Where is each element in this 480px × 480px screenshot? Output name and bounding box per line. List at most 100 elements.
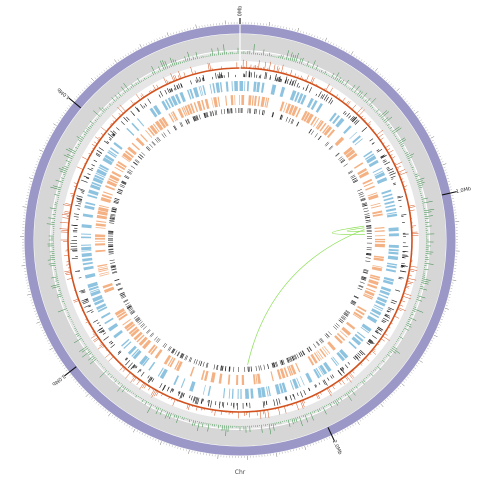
- gc-skew-bar: [376, 365, 382, 370]
- inner-feature-mark: [179, 352, 183, 358]
- gene-block-plus: [179, 91, 186, 103]
- gene-block-plus: [386, 264, 397, 269]
- gene-block-minus: [95, 227, 106, 229]
- gene-block-plus: [319, 364, 328, 375]
- gc-content-bar: [73, 182, 78, 185]
- gc-content-bar: [278, 407, 281, 415]
- scale-tick: [159, 441, 162, 446]
- gene-block-plus: [228, 388, 231, 399]
- inner-feature-mark: [124, 176, 129, 179]
- gc-content-bar: [73, 185, 77, 188]
- feature-mark: [98, 329, 105, 334]
- gc-skew-bar: [98, 107, 105, 113]
- gene-block-plus: [386, 211, 397, 215]
- feature-mark: [79, 200, 82, 202]
- gc-skew-bar: [135, 82, 138, 86]
- gc-content-bar: [402, 295, 412, 300]
- gene-block-plus: [361, 323, 372, 332]
- gene-block-minus: [313, 118, 320, 127]
- gene-block-minus: [200, 369, 206, 381]
- gc-skew-bar: [424, 215, 433, 217]
- gc-content-bar: [390, 322, 393, 325]
- inner-feature-mark: [185, 119, 189, 125]
- gc-content-bar: [107, 128, 109, 130]
- scale-tick: [74, 98, 76, 100]
- gene-block-plus: [348, 341, 357, 350]
- gene-block-plus: [300, 94, 307, 105]
- gene-block-plus: [388, 251, 399, 255]
- scale-tick: [350, 51, 354, 55]
- minus-strand-gene-track: [95, 95, 385, 385]
- scale-tick: [110, 64, 112, 67]
- gene-block-minus: [225, 95, 228, 106]
- gc-skew-bar: [110, 375, 113, 379]
- gc-content-bar: [88, 154, 91, 157]
- gc-skew-bar: [334, 399, 339, 406]
- gene-block-minus: [152, 123, 160, 133]
- scale-tick: [116, 418, 118, 420]
- gc-skew-bar: [143, 77, 146, 81]
- gc-content-bar: [172, 75, 176, 81]
- feature-mark: [330, 375, 333, 379]
- scale-tick: [348, 51, 350, 54]
- feature-mark: [176, 84, 179, 90]
- feature-mark: [178, 83, 181, 89]
- scale-tick: [33, 169, 36, 171]
- feature-mark: [190, 80, 192, 85]
- gc-skew-bar: [364, 99, 367, 102]
- gc-content-bar: [394, 315, 400, 319]
- gc-content-bar: [174, 75, 177, 81]
- scale-tick: [307, 445, 309, 448]
- gene-block-plus: [81, 250, 92, 252]
- feature-mark: [87, 173, 91, 176]
- gc-skew-bar: [92, 353, 94, 355]
- gc-content-track: [59, 59, 419, 420]
- feature-mark: [170, 88, 173, 92]
- gc-content-bar: [63, 212, 71, 215]
- gene-block-plus: [164, 99, 172, 109]
- gc-skew-bar: [374, 368, 377, 371]
- gene-block-minus: [135, 137, 145, 147]
- gc-content-bar: [267, 409, 270, 419]
- feature-mark: [120, 121, 125, 126]
- gc-skew-bar: [183, 417, 185, 420]
- gc-skew-bar: [349, 390, 351, 393]
- gene-block-plus: [323, 361, 332, 372]
- gc-content-bar: [317, 393, 321, 399]
- feature-mark: [173, 84, 177, 91]
- feature-mark: [91, 164, 95, 167]
- inner-feature-mark: [171, 348, 175, 353]
- gene-block-plus: [84, 273, 96, 279]
- feature-mark: [383, 160, 387, 163]
- gene-block-plus: [159, 368, 168, 380]
- gc-skew-bar: [395, 341, 397, 343]
- gene-block-plus: [382, 193, 393, 198]
- inner-feature-mark: [174, 350, 178, 355]
- feature-mark: [343, 110, 346, 115]
- feature-mark: [385, 313, 390, 317]
- gc-content-bar: [373, 348, 376, 351]
- feature-mark: [366, 342, 371, 346]
- gc-content-bar: [66, 278, 73, 280]
- gene-block-plus: [215, 82, 221, 93]
- feature-mark: [178, 391, 180, 394]
- gene-block-plus: [375, 300, 386, 307]
- inner-feature-mark: [115, 282, 121, 285]
- scale-tick: [429, 134, 432, 136]
- inner-feature-mark: [340, 159, 345, 163]
- gene-block-minus: [279, 101, 285, 112]
- inner-feature-mark: [285, 116, 288, 122]
- gc-content-bar: [130, 100, 135, 105]
- gene-block-minus: [95, 234, 106, 238]
- feature-mark: [276, 76, 279, 82]
- gene-block-minus: [310, 353, 318, 364]
- gc-content-bar: [209, 63, 212, 71]
- gc-content-bar: [389, 154, 393, 157]
- inner-feature-mark: [290, 356, 293, 362]
- gene-block-minus: [343, 146, 353, 156]
- gene-block-plus: [161, 100, 169, 111]
- inner-feature-mark: [286, 358, 289, 363]
- gc-skew-bar: [336, 77, 339, 82]
- gc-skew-bar: [341, 79, 345, 85]
